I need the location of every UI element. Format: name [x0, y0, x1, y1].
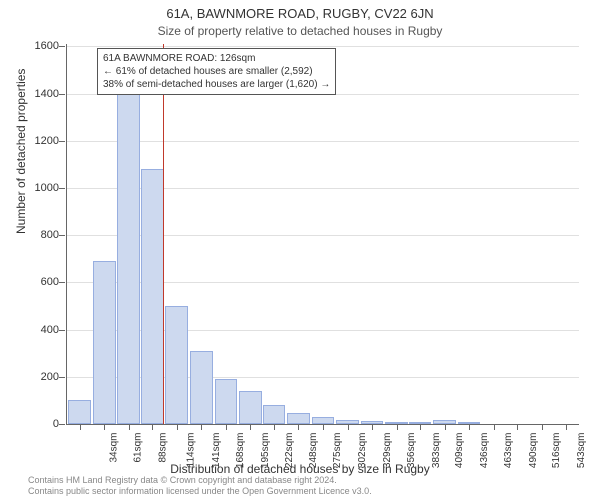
x-tick: [177, 424, 178, 430]
y-tick: [59, 188, 65, 189]
x-tick: [397, 424, 398, 430]
histogram-bar: [68, 400, 91, 424]
x-tick-label: 34sqm: [108, 433, 119, 463]
x-tick: [566, 424, 567, 430]
callout-box: 61A BAWNMORE ROAD: 126sqm← 61% of detach…: [97, 48, 336, 95]
x-axis-title: Distribution of detached houses by size …: [0, 462, 600, 476]
y-tick: [59, 282, 65, 283]
y-tick-label: 1200: [19, 135, 59, 147]
callout-line-2: ← 61% of detached houses are smaller (2,…: [103, 65, 330, 78]
histogram-bar: [117, 94, 140, 424]
x-tick-label: 61sqm: [133, 433, 144, 463]
histogram-bar: [141, 169, 164, 424]
y-tick: [59, 235, 65, 236]
footer-line-1: Contains HM Land Registry data © Crown c…: [28, 475, 372, 486]
y-tick-label: 1000: [19, 182, 59, 194]
x-tick: [129, 424, 130, 430]
y-tick: [59, 94, 65, 95]
x-tick: [80, 424, 81, 430]
y-tick-label: 1400: [19, 88, 59, 100]
histogram-bar: [215, 379, 238, 424]
x-tick: [104, 424, 105, 430]
x-tick: [348, 424, 349, 430]
x-tick: [323, 424, 324, 430]
histogram-bar: [239, 391, 262, 424]
x-tick-label: 88sqm: [157, 433, 168, 463]
x-tick: [517, 424, 518, 430]
footer-attribution: Contains HM Land Registry data © Crown c…: [28, 475, 372, 497]
callout-line-3: 38% of semi-detached houses are larger (…: [103, 78, 330, 91]
histogram-bar: [263, 405, 286, 424]
histogram-bar: [165, 306, 188, 424]
y-tick: [59, 377, 65, 378]
x-tick: [372, 424, 373, 430]
y-tick-label: 800: [19, 229, 59, 241]
y-tick: [59, 424, 65, 425]
histogram-bar: [287, 413, 310, 424]
histogram-bar: [190, 351, 213, 424]
y-tick-label: 1600: [19, 40, 59, 52]
x-tick: [298, 424, 299, 430]
y-tick-label: 200: [19, 371, 59, 383]
histogram-bar: [93, 261, 116, 424]
gridline: [67, 141, 579, 142]
reference-line: [163, 44, 164, 424]
histogram-bar: [312, 417, 335, 424]
y-tick: [59, 330, 65, 331]
x-tick: [274, 424, 275, 430]
x-tick: [445, 424, 446, 430]
x-tick: [226, 424, 227, 430]
y-tick: [59, 46, 65, 47]
y-tick: [59, 141, 65, 142]
x-tick: [494, 424, 495, 430]
y-tick-label: 600: [19, 276, 59, 288]
footer-line-2: Contains public sector information licen…: [28, 486, 372, 497]
chart-title-sub: Size of property relative to detached ho…: [0, 24, 600, 38]
x-tick: [469, 424, 470, 430]
chart-title-main: 61A, BAWNMORE ROAD, RUGBY, CV22 6JN: [0, 6, 600, 21]
x-tick: [152, 424, 153, 430]
chart-plot-area: 0200400600800100012001400160034sqm61sqm8…: [66, 44, 579, 425]
x-tick: [250, 424, 251, 430]
callout-line-1: 61A BAWNMORE ROAD: 126sqm: [103, 52, 330, 65]
x-tick: [201, 424, 202, 430]
y-tick-label: 400: [19, 324, 59, 336]
x-tick: [542, 424, 543, 430]
x-tick: [420, 424, 421, 430]
y-tick-label: 0: [19, 418, 59, 430]
